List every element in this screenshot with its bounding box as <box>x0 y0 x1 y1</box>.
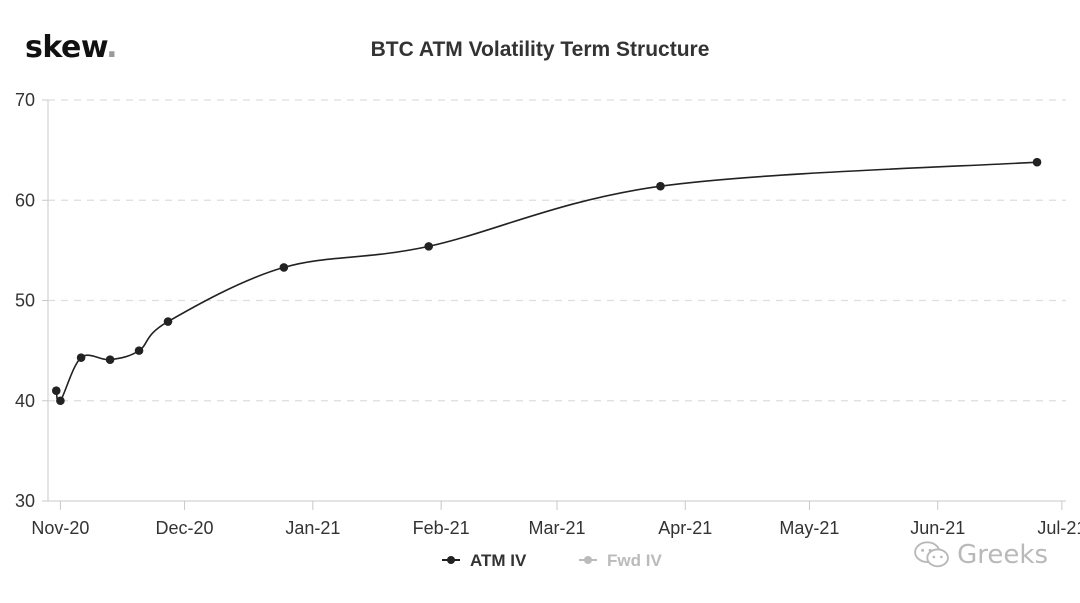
legend-marker[interactable] <box>584 556 592 564</box>
data-point[interactable] <box>134 346 144 355</box>
watermark-text: Greeks <box>957 540 1048 570</box>
x-tick-label: Jul-21 <box>1037 518 1080 538</box>
y-tick-label: 30 <box>15 491 35 511</box>
logo-text: skew <box>25 30 107 65</box>
data-points <box>51 157 1042 406</box>
x-tick-label: Mar-21 <box>528 518 585 538</box>
y-tick-label: 70 <box>15 90 35 110</box>
series-lines <box>55 161 1038 403</box>
x-tick-label: Dec-20 <box>156 518 214 538</box>
watermark: Greeks <box>913 540 1048 570</box>
data-point[interactable] <box>1032 157 1042 167</box>
grid-lines <box>48 99 1066 402</box>
data-point[interactable] <box>51 386 61 396</box>
legend-item-label[interactable]: ATM IV <box>470 551 527 570</box>
chart-title: BTC ATM Volatility Term Structure <box>370 38 710 61</box>
data-point[interactable] <box>76 353 86 362</box>
x-tick-label: Jan-21 <box>285 518 340 538</box>
data-point[interactable] <box>56 396 65 406</box>
data-point[interactable] <box>163 317 173 326</box>
x-tick-label: Jun-21 <box>910 518 965 538</box>
data-point[interactable] <box>279 263 289 272</box>
x-tick-label: Feb-21 <box>413 518 470 538</box>
series-line-atm-iv <box>55 161 1038 403</box>
data-point[interactable] <box>656 181 665 191</box>
y-tick-label: 40 <box>15 391 35 411</box>
legend-item-label[interactable]: Fwd IV <box>607 551 662 570</box>
legend: ATM IV Fwd IV <box>442 551 662 570</box>
axes: 30 40 50 60 70 Nov-20 Dec-20 Jan-21 Feb-21 Mar-21… <box>15 90 1080 538</box>
x-tick-label: Apr-21 <box>658 518 712 538</box>
logo-dot: . <box>106 30 118 65</box>
legend-marker[interactable] <box>447 556 455 564</box>
x-tick-label: May-21 <box>779 518 839 538</box>
y-tick-label: 60 <box>15 190 35 210</box>
wechat-icon <box>914 541 949 568</box>
y-tick-label: 50 <box>15 291 35 311</box>
skew-logo: skew. <box>25 30 118 65</box>
data-point[interactable] <box>105 355 115 364</box>
x-tick-label: Nov-20 <box>31 518 89 538</box>
data-point[interactable] <box>424 242 434 251</box>
